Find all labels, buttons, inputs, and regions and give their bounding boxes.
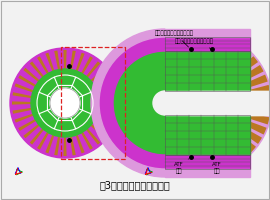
Wedge shape [238, 56, 258, 74]
Wedge shape [237, 134, 256, 152]
Bar [165, 115, 250, 155]
Wedge shape [76, 53, 85, 71]
Wedge shape [81, 56, 93, 74]
Wedge shape [12, 101, 31, 105]
Bar [165, 51, 250, 91]
Wedge shape [37, 56, 49, 74]
Text: ATF
中間: ATF 中間 [174, 159, 188, 174]
Bar [165, 169, 250, 177]
Bar [189, 91, 270, 115]
Wedge shape [86, 61, 100, 78]
Wedge shape [86, 128, 100, 145]
Wedge shape [63, 137, 67, 156]
Wedge shape [37, 132, 49, 150]
Wedge shape [217, 149, 231, 170]
Wedge shape [200, 31, 270, 175]
Wedge shape [212, 34, 224, 55]
Bar [165, 37, 250, 51]
Wedge shape [204, 32, 213, 53]
Wedge shape [15, 114, 33, 123]
Bar [61, 47, 125, 159]
Bar [165, 37, 250, 51]
Wedge shape [23, 68, 40, 82]
Wedge shape [91, 29, 165, 177]
Wedge shape [45, 53, 54, 71]
Wedge shape [99, 37, 165, 169]
Wedge shape [249, 113, 269, 124]
Bar [165, 51, 250, 91]
Wedge shape [94, 119, 112, 131]
Wedge shape [97, 83, 115, 92]
Wedge shape [246, 121, 266, 135]
Text: ウォータージャケット中間: ウォータージャケット中間 [155, 30, 194, 47]
Wedge shape [249, 85, 270, 95]
Wedge shape [70, 51, 76, 70]
Wedge shape [18, 75, 36, 87]
Wedge shape [97, 114, 115, 123]
Wedge shape [94, 75, 112, 87]
Bar [165, 91, 270, 115]
Wedge shape [30, 61, 44, 78]
Wedge shape [63, 50, 67, 69]
Wedge shape [12, 108, 32, 114]
Wedge shape [210, 152, 221, 173]
Bar [165, 155, 250, 169]
Wedge shape [220, 37, 234, 58]
Wedge shape [202, 154, 210, 174]
Wedge shape [227, 42, 243, 62]
Wedge shape [99, 101, 118, 105]
Wedge shape [231, 140, 249, 160]
Wedge shape [15, 83, 33, 92]
Wedge shape [18, 119, 36, 131]
Wedge shape [247, 75, 268, 88]
Wedge shape [90, 124, 107, 138]
Bar [165, 115, 250, 155]
Bar [165, 29, 250, 37]
Circle shape [31, 69, 99, 137]
Wedge shape [76, 135, 85, 153]
Circle shape [50, 88, 80, 118]
Wedge shape [233, 49, 251, 68]
Wedge shape [45, 135, 54, 153]
Bar [165, 155, 250, 169]
Wedge shape [224, 145, 240, 165]
Wedge shape [251, 96, 270, 103]
Text: ATF
先端: ATF 先端 [212, 157, 222, 174]
Wedge shape [242, 128, 262, 144]
Wedge shape [113, 51, 165, 155]
Wedge shape [12, 92, 32, 98]
Wedge shape [81, 132, 93, 150]
Text: ウォータージャケット先端: ウォータージャケット先端 [175, 38, 214, 49]
Text: 図3　コイルの温度評価点: 図3 コイルの温度評価点 [100, 180, 170, 190]
Wedge shape [98, 108, 117, 114]
Wedge shape [153, 91, 165, 115]
Wedge shape [54, 51, 60, 70]
Wedge shape [54, 136, 60, 155]
Wedge shape [90, 68, 107, 82]
Wedge shape [243, 65, 264, 80]
Wedge shape [30, 128, 44, 145]
Wedge shape [250, 105, 270, 114]
Wedge shape [70, 136, 76, 155]
Circle shape [10, 48, 120, 158]
Wedge shape [23, 124, 40, 138]
Wedge shape [98, 92, 117, 98]
